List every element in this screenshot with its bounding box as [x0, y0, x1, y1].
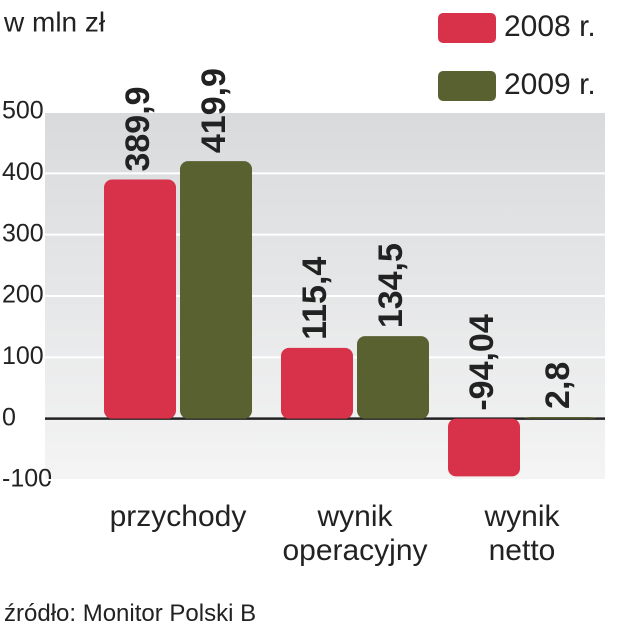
value-label: -94,04: [463, 314, 501, 410]
legend-swatch: [438, 13, 496, 43]
value-label: 2,8: [539, 362, 577, 409]
bar: [104, 179, 176, 419]
legend-label: 2009 r.: [504, 68, 596, 101]
y-tick-label: 500: [2, 97, 44, 125]
y-tick-label: 0: [2, 403, 16, 431]
value-label: 419,9: [195, 68, 233, 153]
x-tick-label: wynik netto: [484, 500, 560, 567]
bar: [281, 347, 353, 419]
value-label: 389,9: [119, 86, 157, 171]
x-tick-label: wynik operacyjny: [282, 500, 428, 567]
y-tick-label: 200: [2, 281, 44, 309]
bar: [180, 161, 252, 419]
source: źródło: Monitor Polski B: [4, 600, 257, 627]
chart-title: w mln zł: [3, 6, 106, 37]
y-tick-label: 300: [2, 219, 44, 247]
legend-swatch: [438, 71, 496, 101]
bar: [357, 336, 429, 419]
value-label: 134,5: [372, 243, 410, 328]
y-tick-label: 100: [2, 342, 44, 370]
bar: [448, 418, 520, 477]
value-label: 115,4: [296, 257, 334, 340]
legend-label: 2008 r.: [504, 10, 596, 43]
y-tick-label: 400: [2, 158, 44, 186]
x-tick-label: przychody: [109, 500, 247, 533]
y-tick-label: -100: [2, 465, 52, 493]
bar: [524, 416, 596, 419]
